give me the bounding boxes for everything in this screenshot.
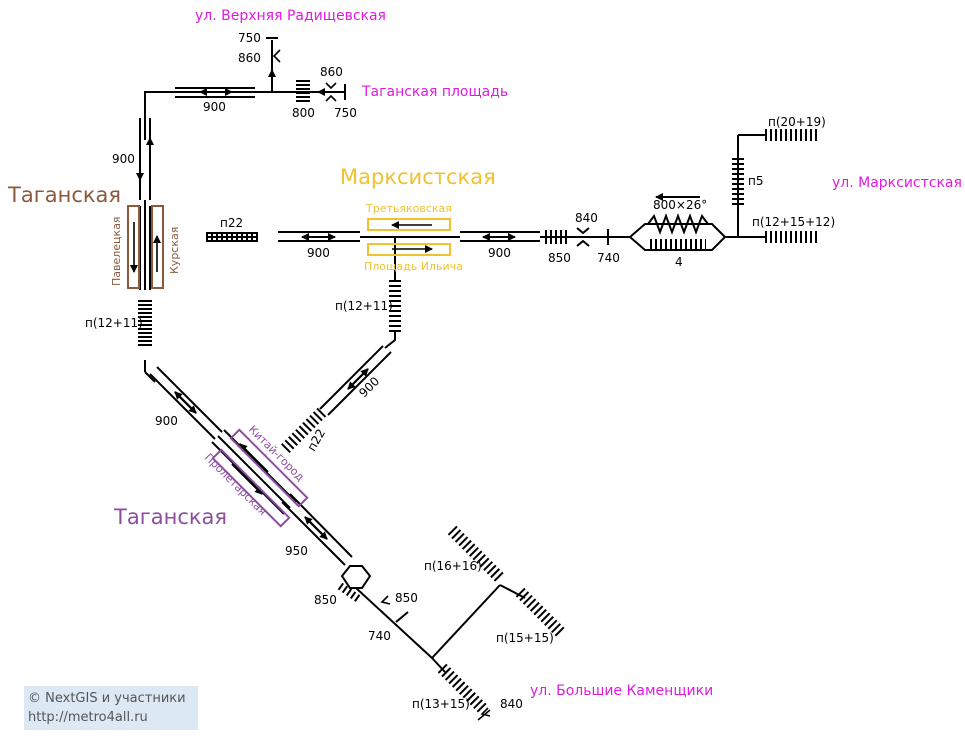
dimension-label: 840 [575, 211, 598, 225]
dimension-label: п(13+15) [412, 697, 470, 711]
label-tretyakovskaya: Третьяковская [365, 202, 452, 215]
tk-passage [144, 366, 526, 673]
dimension-label: 740 [597, 251, 620, 265]
credits-line1: © NextGIS и участники [28, 691, 186, 706]
exit-verkhnyaya: ул. Верхняя Радищевская [195, 8, 386, 24]
dimension-label: 950 [285, 544, 308, 558]
stairs-tk-up-icon [447, 525, 505, 583]
dimension-label: 840 [500, 697, 523, 711]
platform-paveletskaya [127, 205, 140, 289]
dimension-label: 900 [203, 100, 226, 114]
stairs-ring-bottom-icon [138, 300, 152, 348]
platform-kurskaya [151, 205, 164, 289]
platform-ilyicha [367, 243, 451, 256]
east-escalator [629, 134, 765, 251]
exit-taganskaya-sq: Таганская площадь [361, 84, 508, 100]
dimension-label: 4 [675, 255, 683, 269]
dimension-label: 900 [112, 152, 135, 166]
label-ilyicha: Площадь Ильича [364, 260, 463, 273]
label-kurskaya: Курская [168, 227, 181, 274]
diag-passage [319, 332, 396, 416]
dimension-label: 800×26° [653, 198, 707, 212]
stairs-850-tk-icon [337, 582, 363, 604]
exit-labels: ул. Верхняя Радищевская Таганская площад… [195, 8, 962, 699]
dimension-label: п22 [220, 216, 243, 230]
dimension-label: п5 [748, 174, 763, 188]
dimension-label: 900 [307, 246, 330, 260]
platform-proletarskaya [211, 448, 291, 528]
dimension-label: п(20+19) [768, 115, 826, 129]
credits-box: © NextGIS и участники http://metro4all.r… [24, 686, 198, 730]
stairs-tk-right-icon [515, 587, 567, 639]
dimension-label: п(12+15+12) [752, 215, 835, 229]
dimension-label: п(12+11) [85, 316, 143, 330]
dimension-label: 750 [334, 106, 357, 120]
dimension-label: п22 [304, 426, 328, 453]
credits-link[interactable]: http://metro4all.ru [28, 710, 148, 725]
label-paveletskaya: Павелецкая [110, 216, 123, 286]
dimension-labels: 750 860 900 860 800 750 900 п22 900 900 … [85, 31, 835, 711]
dimension-label: 860 [320, 65, 343, 79]
station-marksistskaya: Марксистская [340, 165, 496, 189]
dimension-label: 850 [314, 593, 337, 607]
dimension-label: п(15+15) [496, 631, 554, 645]
platform-tretyakovskaya [367, 218, 451, 231]
dimension-label: п(16+16) [424, 559, 482, 573]
exit-marksistskaya: ул. Марксистская [832, 175, 962, 191]
exit-bolshie: ул. Большие Каменщики [530, 683, 713, 699]
dimension-label: 900 [488, 246, 511, 260]
top-stairs-icon [296, 80, 310, 104]
dimension-label: 850 [548, 251, 571, 265]
dimension-label: 750 [238, 31, 261, 45]
dimension-label: 800 [292, 106, 315, 120]
dimension-label: п(12+11) [335, 299, 393, 313]
stairs-n22-diag-icon [279, 407, 327, 455]
dimension-label: 850 [395, 591, 418, 605]
station-taganskaya-tk: Таганская [113, 505, 227, 529]
dimension-label: 900 [155, 414, 178, 428]
station-taganskaya-ring: Таганская [7, 183, 121, 207]
platform-kitay-gorod [229, 428, 309, 508]
top-arrows [199, 49, 338, 102]
dimension-label: 860 [238, 51, 261, 65]
tk-markers [380, 595, 491, 721]
dimension-label: 740 [368, 629, 391, 643]
